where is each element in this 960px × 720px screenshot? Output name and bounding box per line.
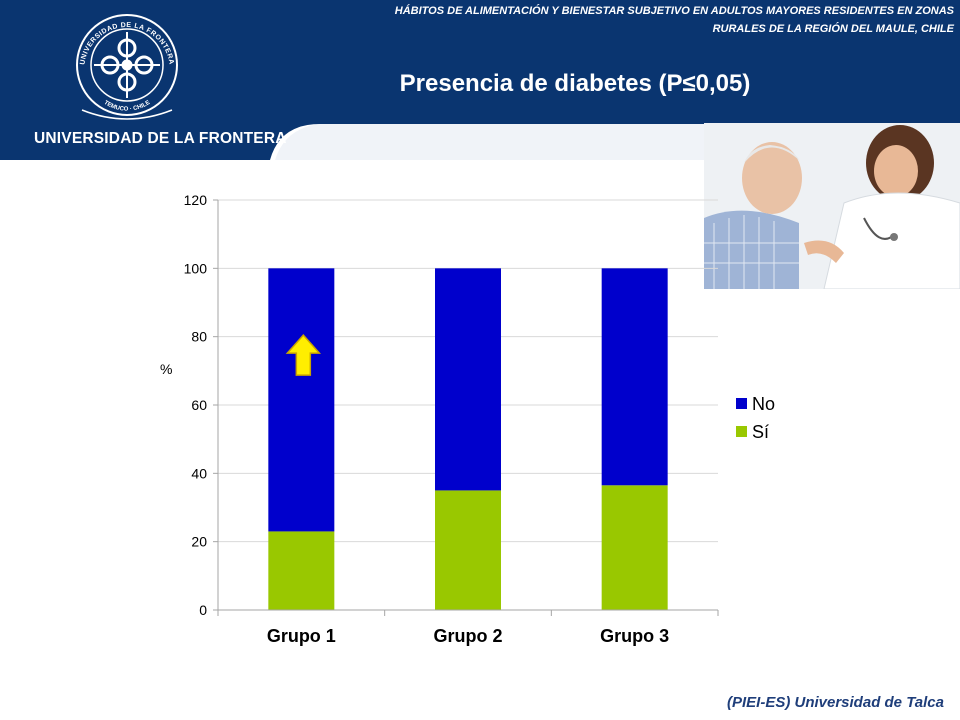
banner-shape xyxy=(0,0,960,160)
y-tick-label: 100 xyxy=(184,260,208,276)
university-seal-logo: UNIVERSIDAD DE LA FRONTERA TEMUCO · CHIL… xyxy=(76,14,178,120)
y-tick-label: 20 xyxy=(191,534,207,550)
bar-segment xyxy=(435,268,501,491)
study-title-line-2: RURALES DE LA REGIÓN DEL MAULE, CHILE xyxy=(712,23,954,35)
university-name: UNIVERSIDAD DE LA FRONTERA xyxy=(34,130,287,147)
header-banner xyxy=(0,0,960,160)
legend-swatch xyxy=(736,426,747,437)
x-tick-label: Grupo 2 xyxy=(433,626,502,646)
y-tick-label: 0 xyxy=(199,602,207,618)
footer-credit: (PIEI-ES) Universidad de Talca xyxy=(726,694,944,711)
legend-label: Sí xyxy=(752,422,769,442)
bar-segment xyxy=(601,485,668,610)
svg-text:TEMUCO · CHILE: TEMUCO · CHILE xyxy=(103,100,152,113)
bar-segment xyxy=(268,268,335,532)
up-arrow-icon xyxy=(285,334,322,376)
x-axis-ticks: Grupo 1 Grupo 2 Grupo 3 xyxy=(217,610,719,646)
y-tick-label: 40 xyxy=(191,465,207,481)
chart-bars xyxy=(268,268,668,610)
slide-title: Presencia de diabetes (P≤0,05) xyxy=(399,70,751,97)
y-tick-label: 120 xyxy=(184,192,208,208)
y-tick-label: 80 xyxy=(191,329,207,345)
header: UNIVERSIDAD DE LA FRONTERA TEMUCO · CHIL… xyxy=(0,0,960,160)
bar-segment xyxy=(268,531,335,610)
legend-swatch xyxy=(736,398,747,409)
doctor-patient-photo xyxy=(704,123,960,289)
study-title: HÁBITOS DE ALIMENTACIÓN Y BIENESTAR SUBJ… xyxy=(314,2,954,38)
chart-legend: No Sí xyxy=(736,394,775,442)
bar-segment xyxy=(435,490,501,610)
x-tick-label: Grupo 1 xyxy=(267,626,336,646)
x-tick-label: Grupo 3 xyxy=(600,626,669,646)
seal-text-bottom: TEMUCO · CHILE xyxy=(103,100,152,113)
study-title-line-1: HÁBITOS DE ALIMENTACIÓN Y BIENESTAR SUBJ… xyxy=(394,5,954,17)
legend-label: No xyxy=(752,394,775,414)
y-axis-label: % xyxy=(160,361,172,377)
y-tick-label: 60 xyxy=(191,397,207,413)
banner-light-edge xyxy=(275,124,704,160)
chart-annotation xyxy=(285,334,322,376)
y-axis-ticks: 0 20 40 60 80 100 120 xyxy=(184,192,218,618)
bar-segment xyxy=(601,268,668,486)
